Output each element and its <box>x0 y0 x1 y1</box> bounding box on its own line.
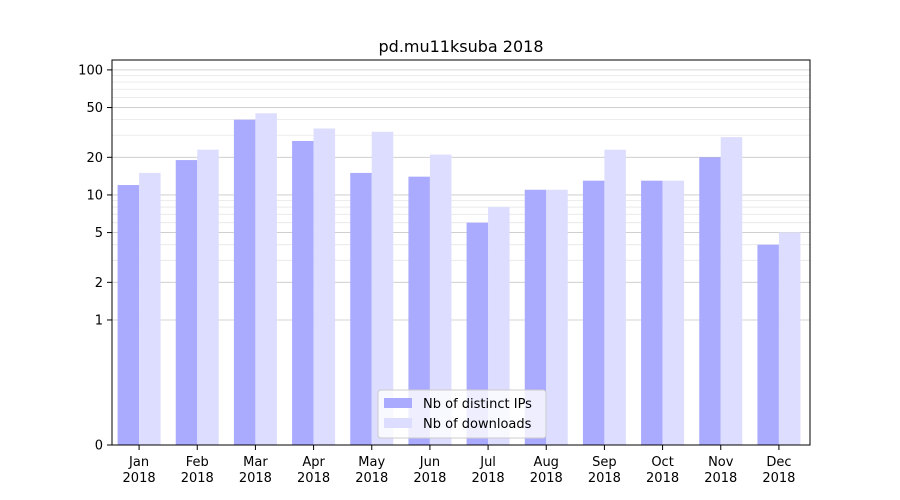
x-tick-label-month: Mar <box>243 455 268 470</box>
bar-distinct-ips-feb <box>175 160 198 445</box>
x-tick-label-year: 2018 <box>413 471 446 486</box>
bar-downloads-mar <box>255 113 277 445</box>
x-tick-label-month: Jun <box>419 455 440 470</box>
bar-downloads-apr <box>313 128 336 445</box>
x-tick-label-year: 2018 <box>355 471 388 486</box>
chart-title: pd.mu11ksuba 2018 <box>379 37 544 56</box>
x-axis: Jan2018Feb2018Mar2018Apr2018May2018Jun20… <box>123 445 795 486</box>
x-tick-label-year: 2018 <box>762 471 795 486</box>
bar-downloads-dec <box>778 232 801 445</box>
bar-distinct-ips-sep <box>582 180 605 445</box>
bar-distinct-ips-may <box>350 172 372 445</box>
x-tick-label-year: 2018 <box>588 471 621 486</box>
x-tick-label-month: Jan <box>128 455 149 470</box>
x-tick-label-month: Feb <box>186 455 209 470</box>
y-tick-label: 50 <box>86 101 103 116</box>
bar-distinct-ips-apr <box>292 140 314 445</box>
bar-downloads-feb <box>197 149 219 446</box>
x-tick-label-year: 2018 <box>123 471 156 486</box>
x-tick-label-year: 2018 <box>181 471 214 486</box>
grid-layer <box>112 69 810 321</box>
bar-downloads-oct <box>662 180 685 445</box>
x-tick-label-month: Oct <box>651 455 673 470</box>
y-tick-label: 20 <box>86 151 103 166</box>
x-tick-label-year: 2018 <box>530 471 563 486</box>
x-tick-label-month: Apr <box>302 455 325 470</box>
x-tick-label-month: May <box>358 455 385 470</box>
bar-distinct-ips-oct <box>641 180 663 445</box>
legend: Nb of distinct IPs Nb of downloads <box>377 389 547 439</box>
y-tick-label: 5 <box>95 226 103 241</box>
x-tick-label-month: Aug <box>534 455 559 470</box>
bar-downloads-may <box>371 131 394 445</box>
bars-layer <box>117 113 801 446</box>
plot-frame <box>111 59 811 446</box>
legend-swatch <box>384 398 412 408</box>
legend-swatch <box>384 418 412 428</box>
y-tick-label: 2 <box>95 276 103 291</box>
bar-downloads-aug <box>546 189 568 445</box>
x-tick-label-year: 2018 <box>646 471 679 486</box>
bar-distinct-ips-dec <box>757 244 779 445</box>
x-tick-label-year: 2018 <box>472 471 505 486</box>
x-tick-label-month: Nov <box>708 455 734 470</box>
bar-distinct-ips-jan <box>117 185 140 445</box>
x-tick-label-year: 2018 <box>704 471 737 486</box>
bar-distinct-ips-aug <box>524 189 547 445</box>
x-tick-label-month: Sep <box>592 455 617 470</box>
legend-label: Nb of distinct IPs <box>423 397 532 412</box>
y-tick-label: 0 <box>95 439 103 454</box>
y-axis: 0 1 2 5 10 20 50 100 <box>78 63 112 454</box>
x-tick-label-year: 2018 <box>239 471 272 486</box>
y-tick-label: 1 <box>95 313 103 328</box>
y-tick-label: 100 <box>78 63 103 78</box>
x-tick-label-month: Jul <box>479 455 496 470</box>
bar-distinct-ips-nov <box>699 157 721 445</box>
bar-distinct-ips-jul <box>466 222 489 445</box>
bar-distinct-ips-mar <box>233 119 256 446</box>
bar-distinct-ips-jun <box>408 176 430 445</box>
x-tick-label-year: 2018 <box>297 471 330 486</box>
bar-downloads-sep <box>604 149 626 446</box>
legend-box <box>377 389 547 439</box>
bar-downloads-jun <box>429 154 452 446</box>
bar-downloads-jan <box>139 172 161 445</box>
bar-downloads-jul <box>488 207 510 445</box>
x-tick-label-month: Dec <box>766 455 791 470</box>
y-tick-label: 10 <box>86 188 103 203</box>
bar-downloads-nov <box>720 137 743 445</box>
legend-label: Nb of downloads <box>423 417 532 432</box>
